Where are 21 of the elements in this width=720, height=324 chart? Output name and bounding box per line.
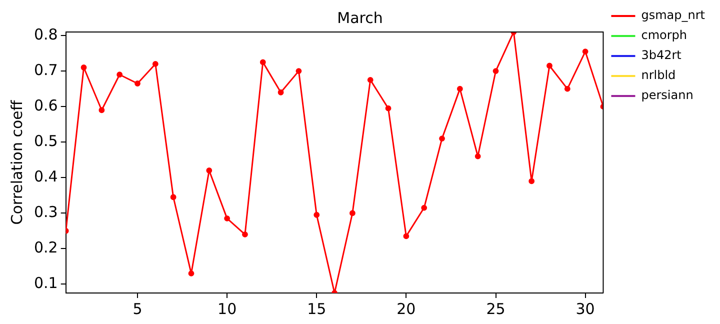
legend-label: persiann <box>641 88 694 102</box>
y-axis-title: Correlation coeff <box>8 100 26 225</box>
x-tick-label: 15 <box>307 300 326 318</box>
x-tick-label: 5 <box>132 300 142 318</box>
legend-label: nrlbld <box>641 68 676 82</box>
legend-label: cmorph <box>641 28 688 42</box>
y-tick-label: 0.8 <box>34 25 58 44</box>
x-tick-label: 20 <box>396 300 416 318</box>
y-tick-label: 0.7 <box>34 60 58 79</box>
x-tick-label: 10 <box>218 300 237 318</box>
y-tick-label: 0.3 <box>34 202 58 221</box>
y-tick-label: 0.2 <box>34 238 58 257</box>
chart-title: March <box>337 8 383 27</box>
x-tick-label: 30 <box>576 300 595 318</box>
legend-label: 3b42rt <box>641 48 682 62</box>
y-tick-label: 0.6 <box>34 96 58 114</box>
legend-label: gsmap_nrt <box>641 8 706 22</box>
y-tick-label: 0.5 <box>34 132 58 150</box>
y-tick-label: 0.4 <box>34 167 58 186</box>
y-tick-label: 0.1 <box>34 274 58 292</box>
x-tick-label: 25 <box>486 300 506 318</box>
